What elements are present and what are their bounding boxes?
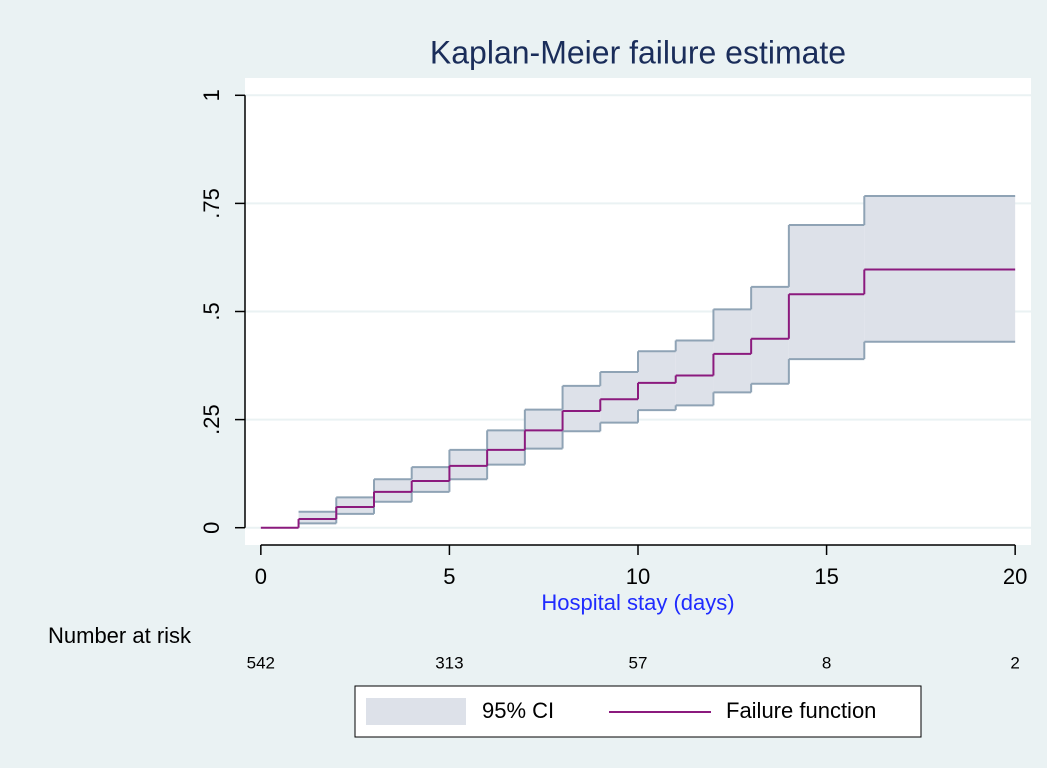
x-tick-label: 15	[814, 564, 838, 589]
legend-swatch	[366, 698, 466, 725]
ci-band	[411, 467, 450, 492]
y-tick-label: .25	[199, 404, 224, 435]
risk-table-label: Number at risk	[48, 623, 192, 648]
ci-band	[336, 497, 374, 514]
ci-band	[524, 409, 563, 449]
ci-band	[713, 309, 752, 393]
x-tick-label: 0	[255, 564, 267, 589]
x-axis-label: Hospital stay (days)	[541, 590, 734, 615]
legend-label: 95% CI	[482, 698, 554, 723]
legend-label: Failure function	[726, 698, 876, 723]
ci-band	[487, 430, 525, 465]
ci-band	[449, 449, 488, 480]
x-tick-label: 10	[626, 564, 650, 589]
risk-count: 313	[435, 653, 463, 672]
risk-count: 542	[247, 653, 275, 672]
risk-count: 57	[629, 653, 648, 672]
ci-band	[600, 372, 638, 423]
ci-band	[562, 385, 601, 432]
ci-band	[638, 351, 676, 411]
risk-count: 8	[822, 653, 831, 672]
ci-band	[675, 340, 714, 406]
chart-title: Kaplan-Meier failure estimate	[430, 34, 846, 70]
x-tick-label: 5	[443, 564, 455, 589]
ci-band	[298, 511, 337, 524]
ci-band	[788, 225, 865, 360]
y-tick-label: 0	[199, 522, 224, 534]
ci-band	[751, 286, 789, 384]
ci-band	[373, 479, 412, 502]
risk-count: 2	[1010, 653, 1019, 672]
x-tick-label: 20	[1003, 564, 1027, 589]
y-tick-label: .5	[199, 302, 224, 320]
y-tick-label: .75	[199, 188, 224, 219]
y-tick-label: 1	[199, 89, 224, 101]
